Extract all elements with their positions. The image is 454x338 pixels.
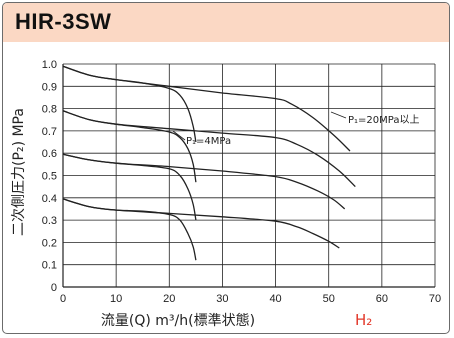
x-tick-label: 10: [110, 293, 122, 305]
y-tick-label: 0.6: [42, 148, 57, 160]
x-tick-label: 50: [323, 293, 335, 305]
y-tick-label: 0.5: [42, 171, 57, 183]
x-axis-label: 流量(Q) m³/h(標準状態): [101, 313, 255, 329]
annotation-p1-20mpa: P₁=20MPa以上: [348, 114, 419, 126]
title-band: [3, 3, 449, 42]
annotation-leader: [172, 130, 186, 141]
y-tick-label: 0.1: [42, 260, 57, 272]
h2-label: H₂: [355, 311, 372, 329]
x-tick-label: 70: [429, 293, 441, 305]
annotation-leader: [330, 111, 347, 119]
x-tick-label: 20: [163, 293, 175, 305]
chart-frame: HIR-3SW 0 0.1 0.2 0.3 0.4 0.5 0.6 0.7 0.8 0.9 1.0 0…: [2, 2, 450, 334]
x-tick-label: 60: [376, 293, 388, 305]
y-tick-label: 1.0: [42, 59, 57, 71]
y-tick-label: 0.2: [42, 237, 57, 249]
x-tick-label: 30: [216, 293, 228, 305]
x-tick-label: 40: [269, 293, 281, 305]
tick-labels: 0 0.1 0.2 0.3 0.4 0.5 0.6 0.7 0.8 0.9 1.0 0 10 20 30 40…: [42, 59, 441, 305]
y-tick-label: 0.7: [42, 126, 57, 138]
x-tick-label: 0: [60, 293, 66, 305]
y-tick-label: 0.8: [42, 104, 57, 116]
y-axis-label: 二次側圧力(P₂) MPa: [11, 108, 27, 236]
grid: [62, 63, 436, 288]
series-line: [62, 198, 340, 249]
series-line: [62, 153, 197, 221]
series-line: [62, 110, 197, 183]
pressure-flow-chart: 0 0.1 0.2 0.3 0.4 0.5 0.6 0.7 0.8 0.9 1.0 0 10 20 30 40…: [11, 59, 441, 329]
page-title: HIR-3SW: [15, 9, 112, 34]
annotation-p1-4mpa: P₁=4MPa: [186, 136, 231, 147]
y-tick-label: 0.3: [42, 215, 57, 227]
series-line: [62, 198, 197, 261]
y-tick-label: 0.9: [42, 81, 57, 93]
y-tick-label: 0: [51, 282, 57, 294]
y-tick-label: 0.4: [42, 193, 57, 205]
series-line: [62, 65, 197, 143]
curves: [62, 65, 356, 261]
